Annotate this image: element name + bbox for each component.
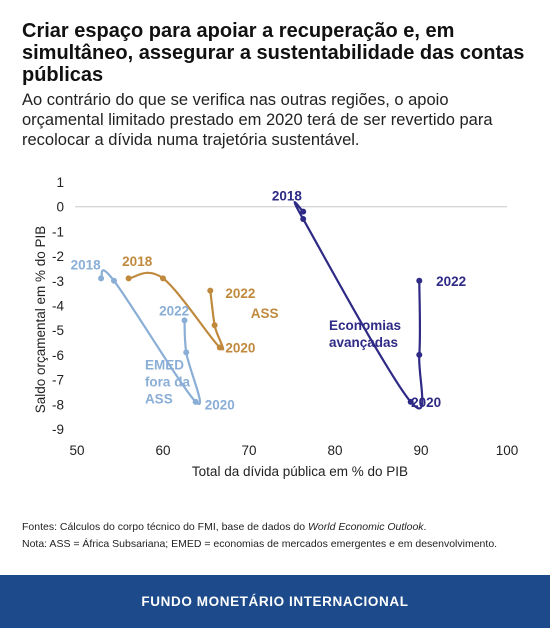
series-point: [416, 351, 423, 358]
series-name-line: EMED: [145, 358, 184, 373]
scatter-line-chart: 10-1-2-3-4-5-6-7-8-9 50 60 70 80 90 100 20182…: [33, 175, 518, 479]
series-name-label: ASS: [251, 306, 279, 321]
x-tick-label: 60: [155, 443, 170, 458]
series-name-label: EMED fora da ASS: [145, 358, 191, 407]
series-point: [211, 322, 218, 329]
y-axis-label: Saldo orçamental em % do PIB: [33, 226, 48, 414]
series-point: [160, 275, 166, 282]
y-tick-label: -6: [52, 348, 64, 363]
series-point: [110, 277, 117, 284]
series-name-label: Economias avançadas: [329, 318, 401, 350]
x-tick-label: 50: [69, 443, 84, 458]
series-name-line: ASS: [145, 392, 173, 407]
y-axis-ticks: 1 0 -1 -2 -3 -4 -5 -6 -7 -8 -9: [52, 175, 64, 437]
series-point: [207, 287, 214, 294]
series-point: [125, 275, 132, 282]
series-name-line: Economias: [329, 318, 401, 333]
y-tick-label: 0: [56, 200, 64, 215]
series-point: [181, 317, 188, 324]
year-label: 2020: [411, 395, 441, 410]
year-label: 2022: [225, 286, 255, 301]
series-point: [183, 349, 190, 356]
chart-series: [98, 201, 424, 410]
y-tick-label: -5: [52, 323, 64, 338]
y-tick-label: -9: [52, 422, 64, 437]
source-note: Fontes: Cálculos do corpo técnico do FMI…: [22, 519, 537, 536]
y-tick-label: -2: [52, 249, 64, 264]
chart-annotations: 2018 2022 2020 2018 2022 2020 2018 2022 2020 Econ…: [71, 189, 467, 413]
series-name-line: ASS: [251, 306, 279, 321]
x-tick-label: 80: [327, 443, 342, 458]
series-name-line: avançadas: [329, 335, 398, 350]
x-tick-label: 100: [496, 443, 519, 458]
y-tick-label: -3: [52, 274, 64, 289]
abbreviation-note: Nota: ASS = África Subsariana; EMED = ec…: [22, 538, 498, 550]
chart-notes: Fontes: Cálculos do corpo técnico do FMI…: [22, 519, 537, 553]
series-point: [407, 398, 414, 405]
x-axis-ticks: 50 60 70 80 90 100: [69, 443, 518, 458]
x-tick-label: 90: [413, 443, 428, 458]
year-label: 2018: [272, 189, 303, 204]
chart-title: Criar espaço para apoiar a recuperação e…: [22, 20, 525, 86]
y-tick-label: -7: [52, 373, 64, 388]
year-label: 2018: [71, 258, 102, 273]
series-point: [300, 208, 307, 215]
footer-bar: FUNDO MONETÁRIO INTERNACIONAL: [0, 575, 550, 628]
source-italic: World Economic Outlook: [308, 521, 424, 533]
year-label: 2022: [436, 274, 466, 289]
y-tick-label: -1: [52, 224, 64, 239]
chart-subtitle: Ao contrário do que se verifica nas outr…: [22, 91, 493, 149]
source-text: Fontes: Cálculos do corpo técnico do FMI…: [22, 521, 308, 533]
year-label: 2018: [122, 254, 153, 269]
series-point: [300, 216, 307, 223]
y-tick-label: -4: [52, 299, 64, 314]
series-line-0: [293, 201, 424, 410]
series-point: [98, 275, 105, 282]
series-point: [416, 277, 423, 284]
x-tick-label: 70: [241, 443, 256, 458]
source-suffix: .: [423, 521, 427, 533]
y-tick-label: -8: [52, 397, 64, 412]
series-name-line: fora da: [145, 375, 191, 390]
year-label: 2020: [225, 340, 255, 355]
series-point: [192, 398, 199, 405]
y-tick-label: 1: [56, 175, 64, 190]
footer-label: FUNDO MONETÁRIO INTERNACIONAL: [141, 594, 409, 609]
year-label: 2022: [159, 303, 189, 318]
series-point: [216, 344, 223, 351]
x-axis-label: Total da dívida pública em % do PIB: [192, 464, 408, 479]
year-label: 2020: [205, 397, 235, 412]
